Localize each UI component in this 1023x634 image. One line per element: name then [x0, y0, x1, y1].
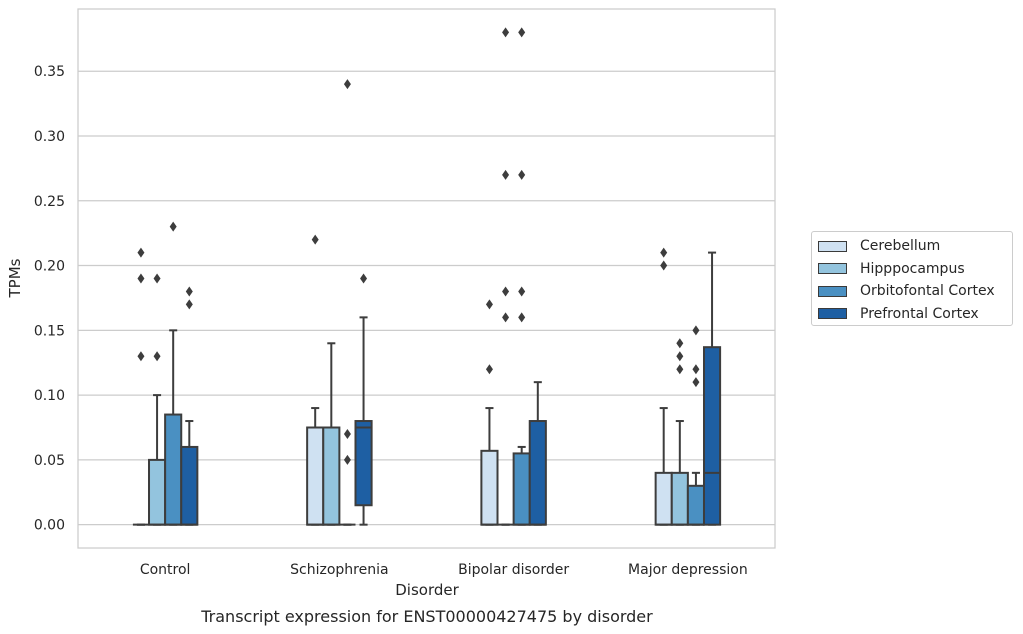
box — [180, 445, 199, 526]
outlier-point — [153, 351, 161, 362]
outlier-point — [185, 299, 193, 310]
outlier-point — [518, 286, 526, 297]
y-tick-label: 0.20 — [34, 259, 65, 275]
y-tick-labels: 0.00 0.05 0.10 0.15 0.20 0.25 0.30 0.35 — [34, 64, 65, 533]
outlier-point — [676, 351, 684, 362]
y-tick-label: 0.10 — [34, 388, 65, 404]
y-tick-label: 0.15 — [34, 323, 65, 339]
box-cerebellum — [654, 247, 673, 526]
box — [480, 449, 499, 526]
box-prefrontal-cortex — [180, 286, 199, 526]
outlier-point — [518, 312, 526, 323]
box — [306, 426, 325, 526]
legend-label: Cerebellum — [860, 238, 941, 255]
outlier-point — [692, 377, 700, 388]
outlier-point — [502, 312, 510, 323]
y-tick-label: 0.30 — [34, 129, 65, 145]
outlier-point — [502, 27, 510, 38]
x-tick-label: Major depression — [628, 562, 748, 578]
y-tick-label: 0.00 — [34, 518, 65, 534]
outlier-point — [502, 169, 510, 180]
outlier-point — [485, 299, 493, 310]
box-cerebellum — [480, 299, 499, 526]
plot-frame — [77, 8, 776, 549]
box-prefrontal-cortex — [528, 381, 547, 526]
legend-label: Orbitofontal Cortex — [860, 283, 995, 300]
box-orbitofontal-cortex — [512, 27, 531, 526]
box — [654, 471, 673, 526]
chart-title: Transcript expression for ENST0000042747… — [200, 607, 653, 626]
legend-swatch — [818, 240, 847, 252]
outlier-point — [485, 364, 493, 375]
box-groups — [132, 27, 722, 526]
outlier-point — [311, 234, 319, 245]
outlier-point — [692, 325, 700, 336]
outlier-point — [502, 286, 510, 297]
outlier-point — [518, 169, 526, 180]
y-axis-label: TPMs — [6, 258, 24, 298]
box-prefrontal-cortex — [702, 251, 722, 526]
y-tick-label: 0.05 — [34, 453, 65, 469]
legend-swatch — [818, 263, 847, 275]
outlier-point — [137, 273, 145, 284]
box — [322, 426, 341, 526]
legend-swatch — [818, 285, 847, 297]
box-hipppocampus — [148, 273, 167, 526]
outlier-point — [343, 79, 351, 90]
legend-label: Prefrontal Cortex — [860, 305, 979, 322]
outlier-point — [518, 27, 526, 38]
box-cerebellum — [306, 234, 325, 526]
box-prefrontal-cortex — [354, 273, 373, 526]
box — [686, 484, 705, 526]
x-axis-label: Disorder — [395, 581, 459, 599]
legend-label: Hipppocampus — [860, 260, 965, 277]
box-hipppocampus — [670, 338, 689, 526]
y-tick-label: 0.35 — [34, 64, 65, 80]
box — [670, 471, 689, 526]
box-orbitofontal-cortex — [686, 325, 705, 526]
x-tick-labels: Control Schizophrenia Bipolar disorder Majo… — [140, 562, 748, 578]
box-cerebellum — [132, 247, 150, 526]
outlier-point — [676, 364, 684, 375]
x-tick-label: Bipolar disorder — [458, 562, 569, 578]
box — [148, 458, 167, 526]
legend-item: Cerebellum — [818, 235, 1012, 258]
outlier-point — [692, 364, 700, 375]
outlier-point — [660, 260, 668, 271]
legend-swatch — [818, 308, 847, 320]
box — [528, 420, 547, 526]
legend-item: Prefrontal Cortex — [818, 303, 1012, 326]
y-tick-label: 0.25 — [34, 194, 65, 210]
outlier-point — [343, 428, 351, 439]
box — [512, 452, 531, 526]
x-tick-label: Control — [140, 562, 191, 578]
legend-item: Orbitofontal Cortex — [818, 280, 1012, 303]
outlier-point — [360, 273, 368, 284]
outlier-point — [660, 247, 668, 258]
outlier-point — [137, 351, 145, 362]
outlier-point — [676, 338, 684, 349]
box — [164, 413, 183, 526]
legend-item: Hipppocampus — [818, 258, 1012, 281]
outlier-point — [169, 221, 177, 232]
box-hipppocampus — [497, 27, 514, 526]
box — [702, 346, 722, 526]
box-orbitofontal-cortex — [164, 221, 183, 526]
outlier-point — [185, 286, 193, 297]
box — [354, 420, 373, 507]
outlier-point — [343, 454, 351, 465]
x-tick-label: Schizophrenia — [290, 562, 388, 578]
box-orbitofontal-cortex — [339, 79, 356, 526]
outlier-point — [153, 273, 161, 284]
outlier-point — [137, 247, 145, 258]
legend: Cerebellum Hipppocampus Orbitofontal Corte… — [811, 231, 1013, 326]
box-hipppocampus — [322, 342, 341, 526]
